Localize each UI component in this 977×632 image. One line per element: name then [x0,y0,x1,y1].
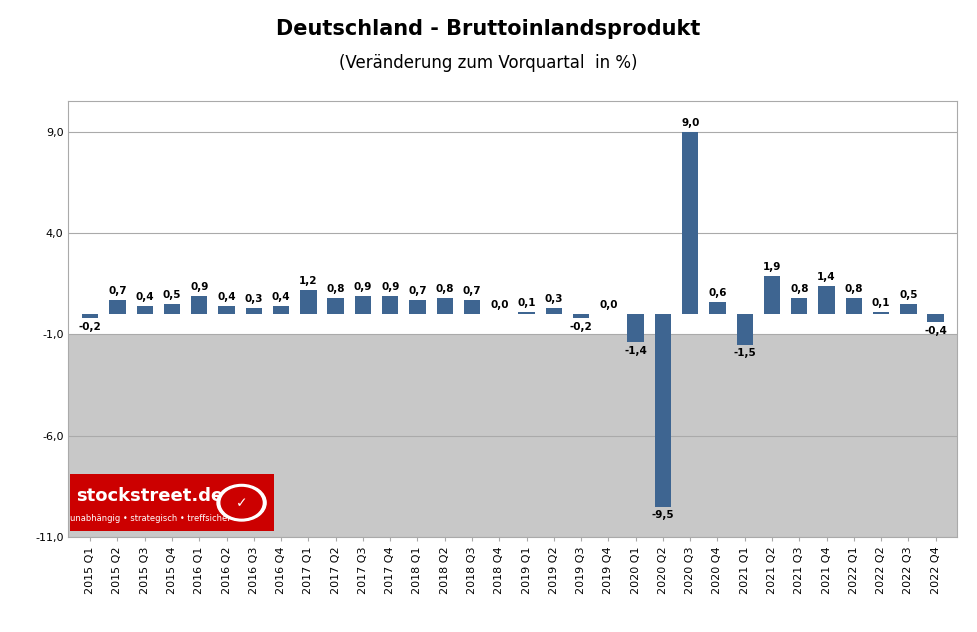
Bar [409,300,426,314]
Text: 0,1: 0,1 [517,298,535,308]
Bar [573,314,589,318]
Text: -0,2: -0,2 [79,322,102,332]
Text: 0,7: 0,7 [408,286,427,296]
Bar [219,306,234,314]
Bar [819,286,834,314]
Bar [709,302,726,314]
Bar [382,296,399,314]
Bar [655,314,671,507]
Text: 0,8: 0,8 [326,284,345,295]
Text: 0,9: 0,9 [354,282,372,292]
Text: -0,2: -0,2 [570,322,592,332]
Text: 0,3: 0,3 [544,295,563,305]
Bar [791,298,807,314]
Bar [927,314,944,322]
Text: 1,9: 1,9 [763,262,782,272]
Text: 0,0: 0,0 [490,300,509,310]
Bar [137,306,153,314]
Text: 0,6: 0,6 [708,288,727,298]
Bar [109,300,126,314]
Text: 0,7: 0,7 [463,286,482,296]
Bar [545,308,562,314]
Bar [300,289,317,314]
Text: 0,5: 0,5 [899,290,917,300]
Bar [164,304,180,314]
Text: unabhängig • strategisch • treffsicher: unabhängig • strategisch • treffsicher [69,514,231,523]
Bar [682,131,699,314]
Text: 1,4: 1,4 [817,272,836,282]
Bar [846,298,862,314]
Bar [764,276,781,314]
Text: 0,0: 0,0 [599,300,617,310]
Bar [627,314,644,343]
Text: ✓: ✓ [235,495,247,510]
Bar [273,306,289,314]
Bar [900,304,916,314]
Bar [355,296,371,314]
Text: -1,5: -1,5 [734,348,756,358]
Bar [245,308,262,314]
Bar [191,296,207,314]
Bar [437,298,453,314]
Text: 0,1: 0,1 [871,298,890,308]
Bar [69,475,275,531]
Circle shape [217,485,266,521]
Text: (Veränderung zum Vorquartal  in %): (Veränderung zum Vorquartal in %) [339,54,638,71]
Text: -9,5: -9,5 [652,511,674,520]
Text: 0,7: 0,7 [108,286,127,296]
Text: Deutschland - Bruttoinlandsprodukt: Deutschland - Bruttoinlandsprodukt [276,19,701,39]
Text: 0,8: 0,8 [844,284,863,295]
Bar [872,312,889,314]
Text: stockstreet.de: stockstreet.de [76,487,224,505]
Text: 0,9: 0,9 [381,282,400,292]
Text: 0,4: 0,4 [272,293,290,302]
Bar [68,334,957,537]
Text: 0,9: 0,9 [191,282,208,292]
Text: 0,4: 0,4 [136,293,154,302]
Text: 0,5: 0,5 [163,290,182,300]
Text: -1,4: -1,4 [624,346,647,356]
Text: 0,8: 0,8 [790,284,809,295]
Text: -0,4: -0,4 [924,326,947,336]
Bar [737,314,753,344]
Text: 0,8: 0,8 [436,284,454,295]
Text: 9,0: 9,0 [681,118,700,128]
Bar [519,312,534,314]
Text: 1,2: 1,2 [299,276,318,286]
Bar [82,314,99,318]
Text: 0,3: 0,3 [244,295,263,305]
Circle shape [221,487,262,518]
Text: 0,4: 0,4 [217,293,235,302]
Bar [464,300,481,314]
Bar [327,298,344,314]
